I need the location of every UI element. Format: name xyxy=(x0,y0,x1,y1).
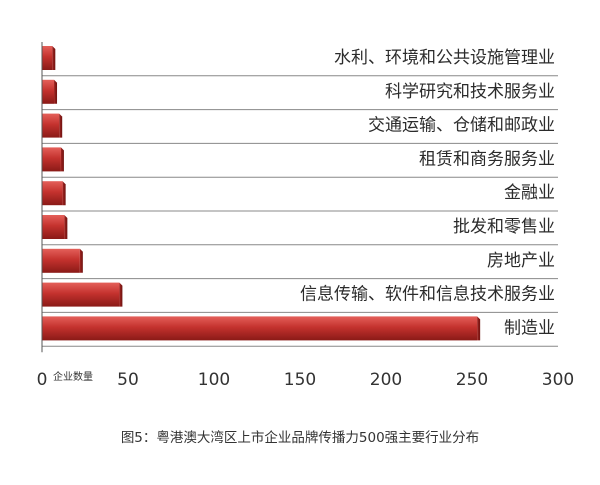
bar-end-cap xyxy=(54,79,58,104)
bar-end-cap xyxy=(64,215,68,239)
category-label: 租赁和商务服务业 xyxy=(419,149,555,169)
category-label: 信息传输、软件和信息技术服务业 xyxy=(300,285,555,305)
x-tick-label: 150 xyxy=(284,370,316,390)
category-label: 科学研究和技术服务业 xyxy=(385,82,555,102)
category-label: 制造业 xyxy=(504,318,555,338)
x-tick-label: 300 xyxy=(542,370,574,390)
figure-caption: 图5：粤港澳大湾区上市企业品牌传播力500强主要行业分布 xyxy=(120,430,480,446)
x-tick-label: 250 xyxy=(456,370,488,390)
bar-end-cap xyxy=(62,181,66,206)
bar xyxy=(42,282,120,307)
category-label: 金融业 xyxy=(504,183,555,203)
x-tick-label: 100 xyxy=(198,370,230,390)
category-label: 批发和零售业 xyxy=(453,217,555,237)
category-label: 房地产业 xyxy=(487,251,555,271)
x-axis-ticks: 0 50 100 150 200 250 300 xyxy=(37,370,575,390)
x-tick-label: 0 xyxy=(37,370,48,390)
x-tick-label: 200 xyxy=(370,370,402,390)
bar xyxy=(42,181,63,206)
bar xyxy=(42,46,53,70)
category-label: 交通运输、仓储和邮政业 xyxy=(368,116,555,136)
category-label: 水利、环境和公共设施管理业 xyxy=(334,48,555,68)
bars xyxy=(42,46,481,341)
x-axis-title: 企业数量 xyxy=(53,370,93,383)
category-labels: 水利、环境和公共设施管理业科学研究和技术服务业交通运输、仓储和邮政业租赁和商务服… xyxy=(300,48,555,338)
bar xyxy=(42,215,65,239)
bar xyxy=(42,316,478,341)
bar-end-cap xyxy=(59,113,63,138)
bar-end-cap xyxy=(79,248,83,273)
bar-end-cap xyxy=(119,282,123,307)
bar xyxy=(42,147,61,172)
bar xyxy=(42,113,60,138)
bar-end-cap xyxy=(477,316,481,341)
bar-chart: 水利、环境和公共设施管理业科学研究和技术服务业交通运输、仓储和邮政业租赁和商务服… xyxy=(37,42,575,390)
bar-end-cap xyxy=(52,46,56,70)
bar-end-cap xyxy=(60,147,64,172)
x-tick-label: 50 xyxy=(117,370,139,390)
bar xyxy=(42,248,80,273)
row-separators xyxy=(42,75,558,347)
bar xyxy=(42,79,55,104)
